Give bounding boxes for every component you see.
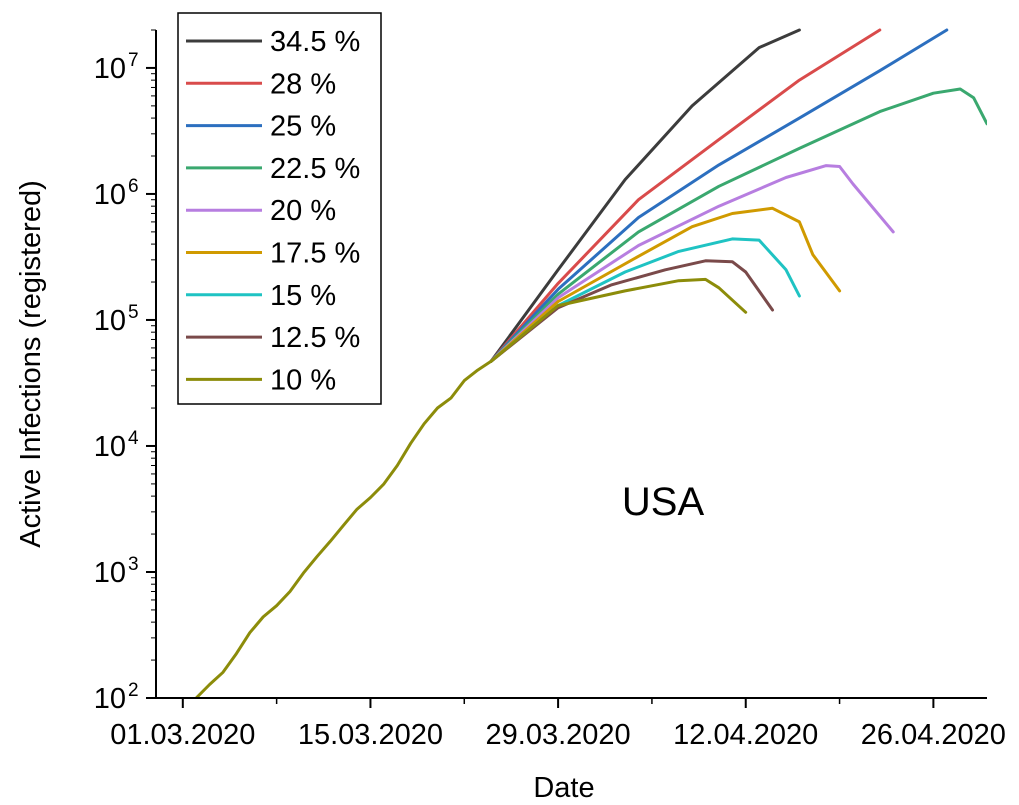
x-axis-title: Date [533,772,594,804]
series-line [489,87,987,363]
legend-label: 22.5 % [270,153,360,185]
shared-early-line [194,359,493,698]
series-line [489,28,882,363]
x-tick-label: 26.04.2020 [861,719,1006,751]
y-tick-label: 10 [94,305,126,337]
legend-label: 20 % [270,195,336,227]
y-axis-title: Active Infections (registered) [15,180,47,547]
chart-annotation: USA [622,480,705,524]
legend-label: 10 % [270,364,336,396]
plot-lines [194,28,987,698]
series-line [489,277,748,363]
legend-label: 17.5 % [270,238,360,270]
y-tick-label: 10 [94,557,126,589]
legend-label: 34.5 % [270,26,360,58]
y-tick-exponent: 5 [128,302,139,323]
x-tick-label: 15.03.2020 [298,719,443,751]
x-ticks: 01.03.2020 15.03.2020 29.03.2020 12.04.2020… [110,698,1006,751]
axes [155,30,987,699]
legend-box [177,12,382,405]
y-tick-exponent: 3 [128,554,139,575]
y-tick-exponent: 4 [128,428,139,449]
series-line [489,206,842,363]
series-line [489,237,801,363]
legend-label: 15 % [270,280,336,312]
legend: 34.5 % 28 % 25 % 22.5 % 20 % 17.5 % 15 % 12.5 %… [177,12,382,405]
x-tick-label: 12.04.2020 [673,719,818,751]
series-line [489,164,895,363]
y-tick-exponent: 7 [128,50,139,71]
series-line [489,28,801,363]
y-tick-label: 10 [94,179,126,211]
legend-label: 28 % [270,68,336,100]
y-tick-exponent: 2 [128,680,139,701]
legend-label: 12.5 % [270,322,360,354]
x-tick-label: 01.03.2020 [110,719,255,751]
y-tick-label: 10 [94,683,126,715]
y-tick-label: 10 [94,53,126,85]
x-tick-label: 29.03.2020 [486,719,631,751]
y-tick-exponent: 6 [128,176,139,197]
legend-label: 25 % [270,111,336,143]
series-line [489,28,949,363]
y-tick-label: 10 [94,431,126,463]
